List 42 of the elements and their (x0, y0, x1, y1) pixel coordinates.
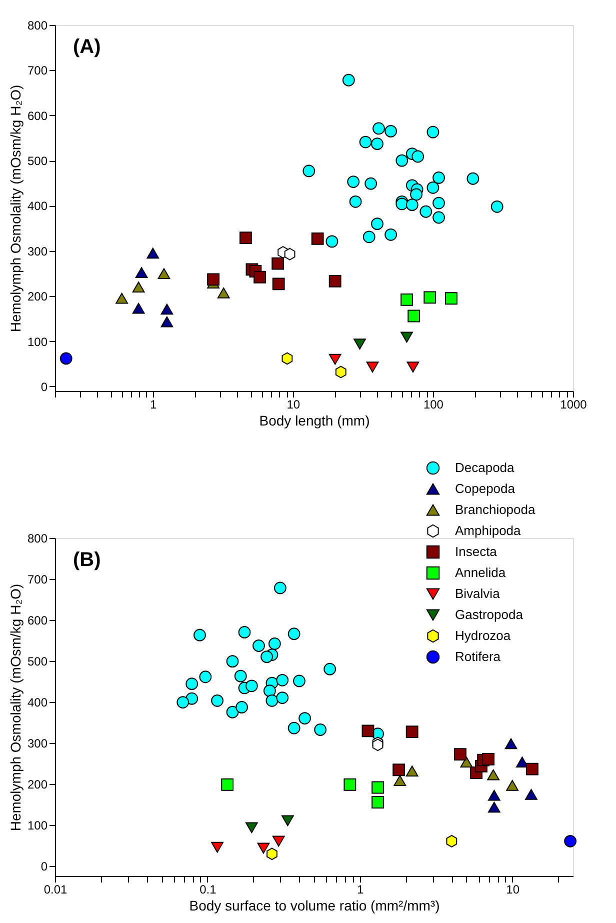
y-tick-label: 800 (27, 532, 48, 546)
y-tick-label: 400 (27, 695, 48, 710)
y-tick-label: 300 (27, 244, 48, 258)
legend-label: Bivalvia (455, 586, 501, 601)
x-tick-label: 0.1 (200, 882, 217, 896)
y-axis-title: Hemolymph Osmolality (mOsm/kg H₂O) (7, 84, 24, 332)
y-tick-label: 400 (27, 199, 48, 214)
x-tick-label: 1 (150, 398, 158, 412)
x-tick-label: 0.01 (44, 882, 68, 896)
legend-label: Branchiopoda (455, 502, 536, 517)
legend-label: Insecta (455, 544, 498, 559)
text: (A) (73, 36, 101, 58)
legend-label: Amphipoda (455, 523, 522, 538)
y-tick-label: 100 (27, 818, 48, 832)
x-tick-label: 100 (423, 398, 444, 412)
y-tick-label: 700 (27, 572, 48, 586)
y-tick-label: 500 (27, 154, 48, 168)
y-tick-label: 300 (27, 736, 48, 750)
x-tick-label: 1 (357, 882, 364, 896)
y-tick-label: 600 (27, 108, 48, 123)
x-tick-label: 10 (506, 882, 520, 896)
legend-label: Annelida (455, 565, 506, 580)
x-axis-title: Body length (mm) (259, 412, 370, 428)
legend-label: Gastropoda (455, 607, 524, 622)
x-tick-label: 1000 (560, 398, 588, 412)
y-tick-label: 100 (27, 334, 48, 349)
legend-label: Decapoda (455, 460, 516, 475)
y-tick-label: 800 (27, 18, 48, 32)
legend-label: Rotifera (455, 649, 502, 664)
text: (B) (73, 549, 101, 571)
x-axis-title: Body surface to volume ratio (mm²/mm³) (189, 898, 440, 914)
legend-label: Copepoda (455, 481, 516, 496)
y-tick-label: 0 (40, 380, 48, 394)
legend-label: Hydrozoa (455, 628, 512, 643)
y-tick-label: 700 (27, 64, 48, 78)
y-tick-label: 200 (27, 777, 48, 792)
y-axis-title: Hemolymph Osmolality (mOsm/kg H₂O) (7, 584, 24, 832)
x-tick-label: 10 (286, 398, 300, 412)
y-tick-label: 0 (40, 859, 48, 874)
y-tick-label: 500 (27, 654, 48, 668)
y-tick-label: 600 (27, 613, 48, 628)
y-tick-label: 200 (27, 290, 48, 304)
